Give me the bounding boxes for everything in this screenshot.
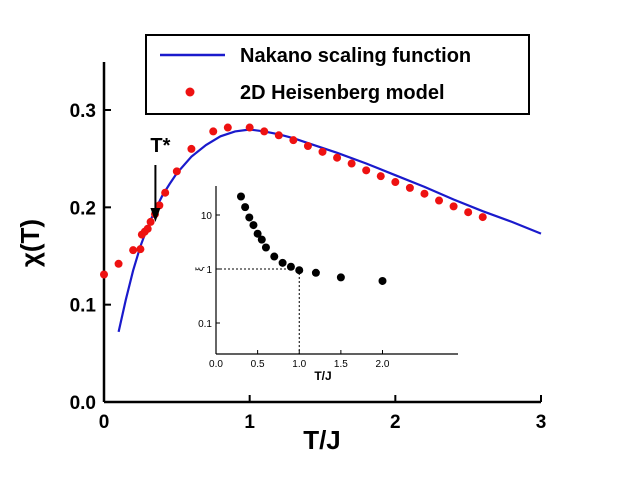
heisenberg-point	[289, 136, 298, 145]
heisenberg-point	[420, 189, 429, 198]
inset-chart: 0.0 0.5 1.0 1.5 2.0 0.1 1 10 T/J ξ	[195, 186, 458, 383]
inset-point	[249, 221, 258, 230]
legend: Nakano scaling function 2D Heisenberg mo…	[145, 34, 530, 115]
inset-point	[311, 268, 320, 277]
y-tick-label: 0.3	[70, 101, 96, 122]
heisenberg-point	[136, 245, 145, 254]
heisenberg-point	[260, 127, 269, 136]
inset-y-tick-label: 0.1	[198, 319, 212, 330]
heisenberg-point	[405, 183, 414, 192]
legend-label-nakano: Nakano scaling function	[240, 45, 471, 67]
inset-series	[236, 192, 387, 285]
y-tick-label: 0.1	[70, 296, 97, 317]
x-tick-label: 3	[536, 412, 547, 433]
inset-point	[261, 243, 270, 252]
inset-point	[241, 203, 250, 212]
t-star-arrow-head	[150, 208, 161, 222]
heisenberg-point	[478, 213, 487, 222]
inset-point	[378, 276, 387, 285]
inset-ticks: 0.0 0.5 1.0 1.5 2.0 0.1 1 10	[198, 211, 390, 370]
heisenberg-point	[362, 166, 371, 175]
heisenberg-point	[187, 144, 196, 153]
heisenberg-point	[464, 208, 473, 217]
inset-point	[295, 266, 304, 275]
heisenberg-point	[209, 127, 218, 136]
heisenberg-point	[376, 172, 385, 181]
inset-y-tick-label: 10	[201, 211, 213, 222]
main-axes	[102, 62, 541, 404]
inset-x-tick-label: 0.0	[209, 359, 223, 370]
inset-point	[253, 229, 262, 238]
heisenberg-point	[347, 159, 356, 168]
heisenberg-point	[435, 196, 444, 205]
heisenberg-point	[146, 217, 155, 226]
inset-point	[236, 192, 245, 201]
heisenberg-point	[100, 270, 108, 279]
heisenberg-point	[172, 167, 181, 176]
inset-x-axis-title: T/J	[314, 369, 331, 383]
heisenberg-point	[114, 259, 123, 268]
nakano-curve	[117, 128, 542, 333]
inset-reference-lines	[216, 268, 300, 354]
inset-point	[257, 235, 266, 244]
inset-point	[270, 252, 279, 261]
inset-x-tick-label: 1.0	[292, 359, 306, 370]
inset-point	[245, 213, 254, 222]
y-tick-label: 0.2	[70, 198, 96, 219]
x-axis-title: T/J	[303, 425, 341, 455]
x-tick-label: 2	[390, 412, 401, 433]
heisenberg-point	[449, 202, 458, 211]
legend-box	[145, 34, 530, 115]
t-star-annotation: T*	[150, 135, 171, 222]
heisenberg-point	[245, 123, 254, 132]
inset-point	[278, 258, 287, 267]
heisenberg-point	[391, 178, 400, 187]
inset-x-tick-label: 0.5	[251, 359, 265, 370]
t-star-label: T*	[150, 135, 170, 157]
inset-point	[336, 273, 345, 282]
heisenberg-point	[274, 131, 283, 140]
y-axis-title: χ(T)	[15, 219, 45, 267]
main-series	[100, 123, 542, 333]
heisenberg-point	[333, 153, 342, 162]
heisenberg-point	[161, 188, 170, 197]
heisenberg-point	[129, 246, 138, 255]
y-tick-label: 0.0	[70, 393, 96, 414]
heisenberg-point	[318, 147, 327, 156]
inset-point	[286, 262, 295, 271]
legend-label-heisenberg: 2D Heisenberg model	[240, 82, 445, 104]
heisenberg-point	[155, 201, 164, 210]
heisenberg-point	[303, 142, 312, 151]
legend-dot-swatch	[185, 87, 195, 97]
heisenberg-point	[143, 224, 152, 233]
inset-x-tick-label: 2.0	[376, 359, 390, 370]
x-tick-label: 0	[99, 412, 110, 433]
inset-x-tick-label: 1.5	[334, 359, 348, 370]
main-ticks: 0 1 2 3 0.0 0.1 0.2 0.3	[70, 101, 547, 433]
heisenberg-point	[223, 123, 232, 132]
inset-y-tick-label: 1	[206, 265, 212, 276]
x-tick-label: 1	[244, 412, 255, 433]
inset-y-axis-title: ξ	[195, 266, 206, 271]
